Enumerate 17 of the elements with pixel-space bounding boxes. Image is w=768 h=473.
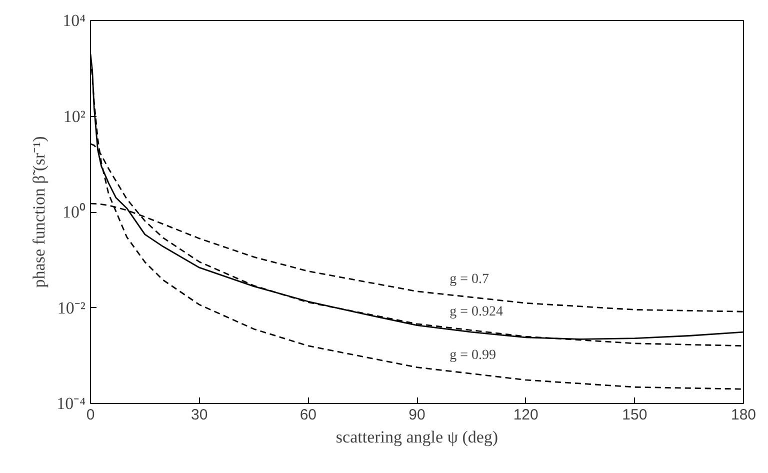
x-tick-label: 60 xyxy=(300,406,317,424)
x-tick-label: 150 xyxy=(622,406,648,424)
y-tick-label: 10⁰ xyxy=(62,202,86,222)
x-tick-label: 90 xyxy=(408,406,426,424)
series-label: g = 0.7 xyxy=(450,272,490,287)
x-tick-label: 30 xyxy=(190,406,208,424)
y-tick-label: 10⁴ xyxy=(62,11,86,30)
y-tick-label: 10⁻⁴ xyxy=(56,394,86,413)
series-label: g = 0.924 xyxy=(450,304,504,320)
y-tick-label: 10² xyxy=(63,106,86,126)
series-label: g = 0.99 xyxy=(450,348,496,364)
x-tick-label: 120 xyxy=(513,406,538,424)
x-tick-label: 0 xyxy=(86,406,95,424)
y-tick-label: 10⁻² xyxy=(57,298,86,318)
y-axis-title: phase function β̃ (sr⁻¹) xyxy=(30,136,49,288)
x-tick-label: 180 xyxy=(730,406,756,424)
x-axis-title: scattering angle ψ (deg) xyxy=(336,428,498,446)
